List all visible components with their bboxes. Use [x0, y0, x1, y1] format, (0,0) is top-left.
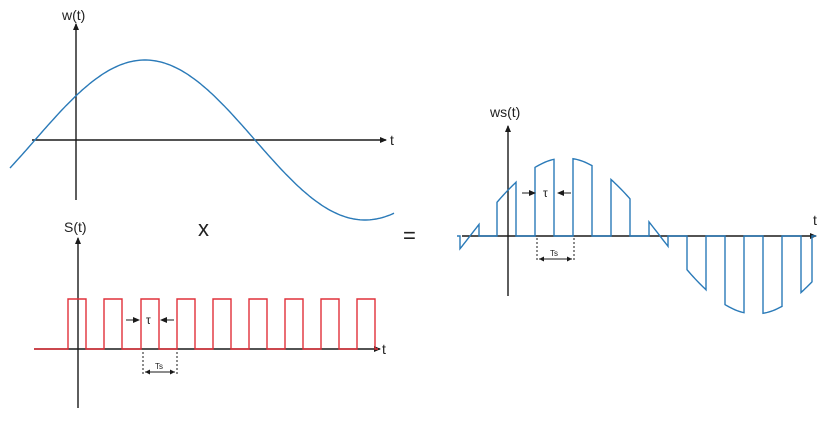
sine-wave: [9, 59, 395, 221]
bottom-x-label: t: [382, 341, 386, 357]
top-panel: w(t) t: [9, 7, 395, 221]
right-tau-label: τ: [543, 186, 548, 200]
right-y-label: ws(t): [489, 104, 520, 120]
right-x-label: t: [813, 212, 817, 228]
ts-annotation: Ts: [142, 352, 178, 376]
bottom-y-label: S(t): [64, 219, 87, 235]
right-ts-annotation: Ts: [536, 238, 575, 262]
pulse-train: [34, 298, 378, 350]
top-x-label: t: [390, 132, 394, 148]
ts-label: Ts: [155, 362, 163, 371]
equals-sign: =: [403, 223, 416, 248]
top-y-label: w(t): [61, 7, 85, 23]
tau-annotation: τ: [126, 313, 174, 327]
bottom-panel: S(t) t τ Ts: [34, 219, 386, 408]
multiply-sign: x: [198, 216, 209, 241]
tau-label: τ: [146, 313, 151, 327]
right-tau-annotation: τ: [522, 186, 571, 200]
right-ts-label: Ts: [550, 249, 558, 258]
right-panel: ws(t) t τ Ts: [457, 104, 817, 315]
sampled-wave: [457, 157, 816, 315]
